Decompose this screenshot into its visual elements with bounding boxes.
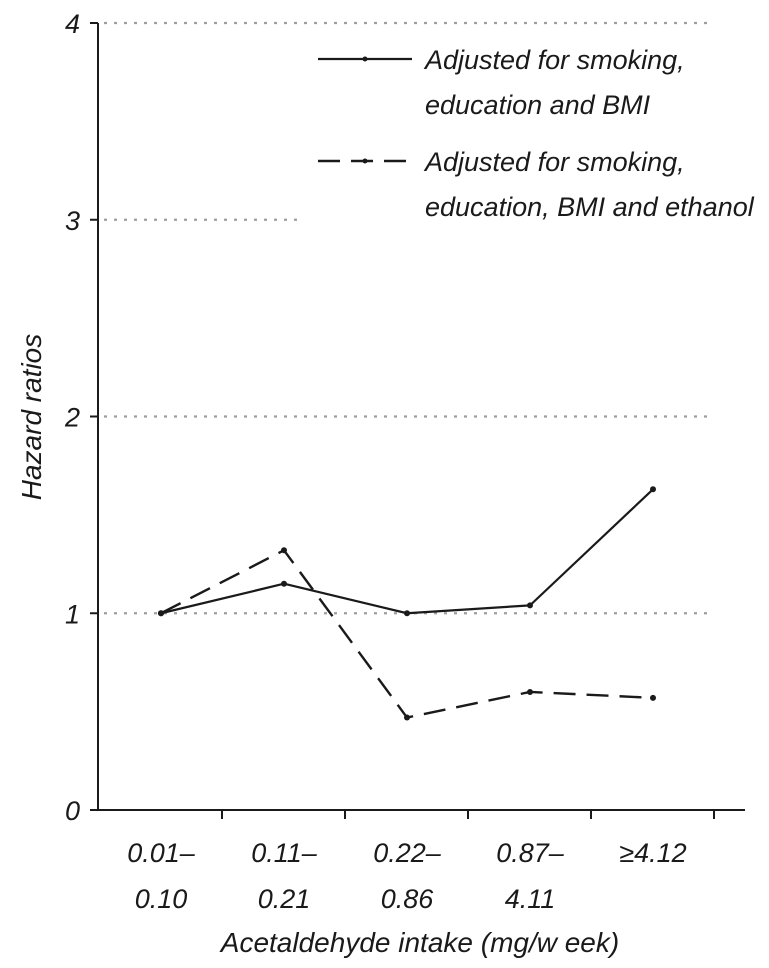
series-line-2	[160, 549, 654, 719]
x-tick-label: 0.86	[381, 884, 435, 914]
x-tick-label: 0.11–	[251, 838, 318, 868]
data-point	[527, 602, 533, 609]
x-tick-label: 0.01–	[127, 838, 196, 868]
x-tick-label: ≥4.12	[619, 838, 686, 868]
legend-marker	[362, 56, 368, 62]
data-point	[650, 694, 656, 701]
y-tick-label: 1	[65, 599, 80, 629]
data-point	[404, 610, 410, 617]
series-line-1	[160, 488, 654, 615]
x-tick-label: 0.10	[135, 884, 188, 914]
legend-label-2: Adjusted for smoking,	[423, 147, 685, 177]
y-tick-label: 3	[65, 206, 80, 236]
legend-marker	[362, 158, 368, 164]
legend-label-2: education, BMI and ethanol	[425, 192, 755, 222]
y-axis-title: Hazard ratios	[16, 334, 47, 501]
series-lines	[158, 486, 656, 721]
data-point	[281, 580, 287, 587]
data-point	[404, 714, 410, 721]
legend-label-1: Adjusted for smoking,	[423, 45, 685, 75]
x-tick-label: 0.87–	[496, 838, 565, 868]
axes	[90, 22, 745, 819]
x-tick-label: 0.21	[258, 884, 311, 914]
axis-labels: 0 1 2 3 4 0.01– 0.10 0.11– 0.21 0.22– 0.86 0.87– 4.1…	[16, 9, 687, 958]
x-tick-label: 0.22–	[373, 838, 442, 868]
x-axis-title: Acetaldehyde intake (mg/w eek)	[219, 927, 619, 958]
y-tick-label: 0	[65, 796, 80, 826]
data-point	[527, 688, 533, 695]
data-point	[158, 610, 164, 617]
data-point	[650, 486, 656, 493]
x-tick-label: 4.11	[505, 884, 556, 914]
y-tick-label: 2	[64, 403, 80, 433]
legend-label-1: education and BMI	[425, 90, 651, 120]
data-point	[281, 547, 287, 554]
y-tick-label: 4	[65, 9, 80, 39]
legend: Adjusted for smoking, education and BMI Ad…	[318, 45, 755, 222]
